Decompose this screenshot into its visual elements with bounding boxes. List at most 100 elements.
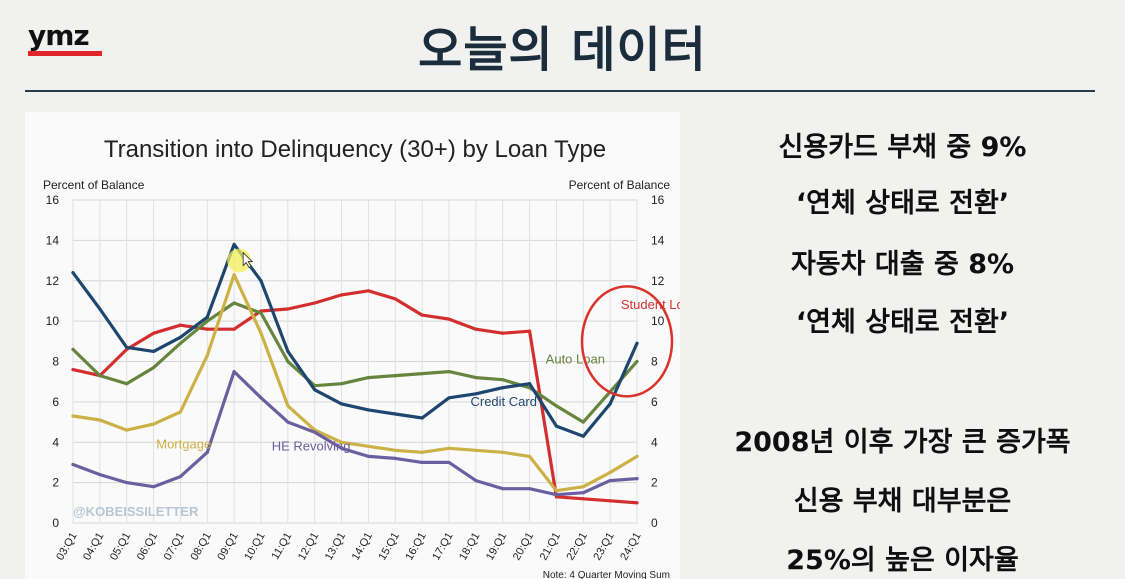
data-point-credit-card bbox=[527, 382, 532, 386]
brand-logo-underline bbox=[28, 51, 102, 56]
data-point-he-revolving bbox=[339, 446, 344, 450]
data-point-student-loan bbox=[581, 497, 585, 501]
data-point-credit-card bbox=[151, 349, 156, 354]
note-line-7: 25%의 높은 이자율 bbox=[786, 545, 1019, 576]
data-point-he-revolving bbox=[608, 479, 612, 483]
y-tick-label-right: 10 bbox=[651, 314, 665, 328]
y-tick-label-right: 2 bbox=[651, 476, 658, 490]
y-tick-label-left: 10 bbox=[46, 314, 60, 328]
y-tick-label-left: 12 bbox=[46, 274, 60, 288]
data-point-credit-card bbox=[635, 341, 639, 345]
data-point-he-revolving bbox=[474, 479, 478, 483]
y-tick-label-left: 4 bbox=[52, 435, 59, 449]
data-point-mortgage bbox=[205, 353, 209, 358]
data-point-he-revolving bbox=[232, 369, 236, 374]
data-point-he-revolving bbox=[420, 460, 424, 465]
chart-title: Transition into Delinquency (30+) by Loa… bbox=[104, 136, 606, 163]
data-point-student-loan bbox=[501, 331, 505, 335]
x-tick-label: 03:Q1 bbox=[54, 531, 79, 563]
data-point-mortgage bbox=[259, 331, 263, 335]
brand-logo-text: ymz bbox=[28, 19, 90, 52]
data-point-credit-card bbox=[420, 416, 424, 420]
data-point-auto-loan bbox=[339, 382, 344, 386]
series-line-student-loan bbox=[71, 289, 639, 505]
data-point-mortgage bbox=[151, 422, 156, 426]
y-tick-label-left: 6 bbox=[52, 395, 59, 409]
data-point-auto-loan bbox=[393, 374, 397, 378]
data-point-he-revolving bbox=[554, 493, 559, 497]
data-point-student-loan bbox=[635, 501, 639, 505]
data-point-credit-card bbox=[259, 279, 263, 283]
data-point-credit-card bbox=[447, 396, 451, 400]
series-label-student-loan: Student Loan bbox=[621, 297, 680, 312]
chart-note: Note: 4 Quarter Moving Sum bbox=[543, 570, 670, 579]
y-tick-label-left: 0 bbox=[52, 516, 59, 530]
data-point-credit-card bbox=[608, 402, 612, 406]
data-point-auto-loan bbox=[420, 372, 424, 376]
data-point-mortgage bbox=[178, 410, 183, 414]
y-tick-label-left: 2 bbox=[52, 476, 59, 490]
data-point-mortgage bbox=[232, 273, 236, 277]
data-point-auto-loan bbox=[581, 420, 585, 424]
series-label-he-revolving: HE Revolving bbox=[272, 438, 351, 453]
data-point-mortgage bbox=[71, 414, 75, 418]
page-title: 오늘의 데이터 bbox=[418, 22, 707, 78]
data-point-student-loan bbox=[447, 317, 451, 321]
data-point-auto-loan bbox=[151, 365, 156, 370]
data-point-mortgage bbox=[527, 454, 532, 458]
data-point-student-loan bbox=[339, 293, 344, 297]
data-point-student-loan bbox=[71, 367, 75, 372]
data-point-credit-card bbox=[581, 434, 585, 438]
data-point-credit-card bbox=[286, 349, 290, 354]
data-point-credit-card bbox=[474, 392, 478, 396]
data-point-mortgage bbox=[474, 448, 478, 452]
data-point-mortgage bbox=[554, 489, 559, 493]
note-line-3: 자동차 대출 중 8% bbox=[790, 249, 1015, 280]
y-tick-label-right: 0 bbox=[651, 516, 658, 530]
data-point-he-revolving bbox=[205, 450, 209, 454]
x-tick-label: 08:Q1 bbox=[189, 531, 214, 563]
data-point-auto-loan bbox=[125, 382, 129, 386]
data-point-credit-card bbox=[313, 388, 317, 392]
data-point-auto-loan bbox=[474, 376, 478, 380]
data-point-auto-loan bbox=[366, 376, 371, 380]
x-tick-label: 14:Q1 bbox=[350, 531, 375, 563]
note-line-2: ‘연체 상태로 전환’ bbox=[795, 188, 1010, 219]
x-tick-label: 19:Q1 bbox=[484, 531, 509, 563]
data-point-he-revolving bbox=[393, 456, 397, 460]
data-point-auto-loan bbox=[205, 319, 209, 323]
data-point-he-revolving bbox=[447, 460, 451, 465]
data-point-mortgage bbox=[635, 454, 639, 458]
data-point-auto-loan bbox=[635, 359, 639, 364]
data-point-student-loan bbox=[232, 327, 236, 331]
note-line-1: 신용카드 부채 중 9% bbox=[778, 132, 1027, 163]
series-label-auto-loan: Auto Loan bbox=[546, 352, 605, 367]
note-line-6: 신용 부채 대부분은 bbox=[793, 486, 1012, 517]
data-point-mortgage bbox=[98, 418, 102, 422]
data-point-student-loan bbox=[286, 307, 290, 311]
data-point-auto-loan bbox=[554, 404, 559, 408]
x-tick-label: 24:Q1 bbox=[618, 531, 643, 563]
data-point-auto-loan bbox=[447, 369, 451, 374]
data-point-student-loan bbox=[420, 313, 424, 317]
data-point-he-revolving bbox=[71, 462, 75, 467]
series-label-mortgage: Mortgage bbox=[156, 436, 211, 451]
mouse-cursor-icon bbox=[242, 251, 254, 269]
data-point-mortgage bbox=[286, 404, 290, 408]
data-point-he-revolving bbox=[527, 487, 532, 491]
x-tick-label: 07:Q1 bbox=[162, 531, 187, 563]
data-point-he-revolving bbox=[259, 396, 263, 400]
series-line-credit-card bbox=[71, 242, 639, 438]
x-tick-label: 04:Q1 bbox=[81, 531, 106, 563]
data-point-he-revolving bbox=[501, 487, 505, 491]
data-point-student-loan bbox=[205, 327, 209, 331]
data-point-student-loan bbox=[393, 297, 397, 301]
data-point-student-loan bbox=[527, 329, 532, 333]
y-axis-label-left: Percent of Balance bbox=[43, 178, 145, 192]
data-point-credit-card bbox=[393, 412, 397, 416]
data-point-mortgage bbox=[581, 485, 585, 489]
watermark: @KOBEISSILETTER bbox=[73, 504, 199, 519]
data-point-student-loan bbox=[178, 323, 183, 327]
x-tick-label: 22:Q1 bbox=[565, 531, 590, 563]
data-point-credit-card bbox=[98, 307, 102, 311]
